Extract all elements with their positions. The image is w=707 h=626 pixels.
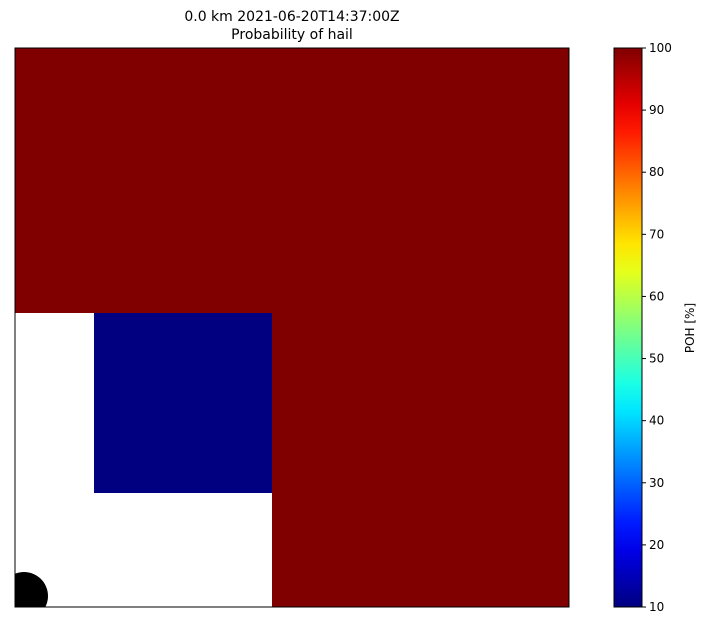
colorbar-tick-label: 10 — [649, 600, 664, 614]
colorbar-ticks: 10 20 30 40 50 60 70 80 90 100 — [642, 41, 672, 614]
colorbar-tick-label: 80 — [649, 165, 664, 179]
colorbar-tick-label: 70 — [649, 227, 664, 241]
colorbar-tick-label: 30 — [649, 476, 664, 490]
plot-area — [14, 47, 570, 608]
colorbar-label: POH [%] — [683, 303, 697, 353]
colorbar-tick-label: 40 — [649, 414, 664, 428]
hail-region-high-right — [272, 313, 569, 607]
colorbar-tick-label: 90 — [649, 103, 664, 117]
colorbar-gradient — [613, 47, 643, 608]
colorbar-tick-label: 20 — [649, 538, 664, 552]
radar-location-marker — [15, 572, 48, 607]
colorbar-tick-label: 60 — [649, 289, 664, 303]
colorbar-tick-label: 100 — [649, 41, 672, 55]
colorbar: 10 20 30 40 50 60 70 80 90 100 POH [%] — [613, 41, 697, 614]
plot-frame — [14, 47, 570, 608]
chart-subtitle: Probability of hail — [231, 27, 353, 43]
hail-region-high-top — [15, 48, 569, 313]
chart-title-group: 0.0 km 2021-06-20T14:37:00Z Probability … — [184, 9, 399, 43]
colorbar-tick-label: 50 — [649, 352, 664, 366]
chart-title: 0.0 km 2021-06-20T14:37:00Z — [184, 9, 399, 25]
hail-region-low — [94, 313, 272, 493]
